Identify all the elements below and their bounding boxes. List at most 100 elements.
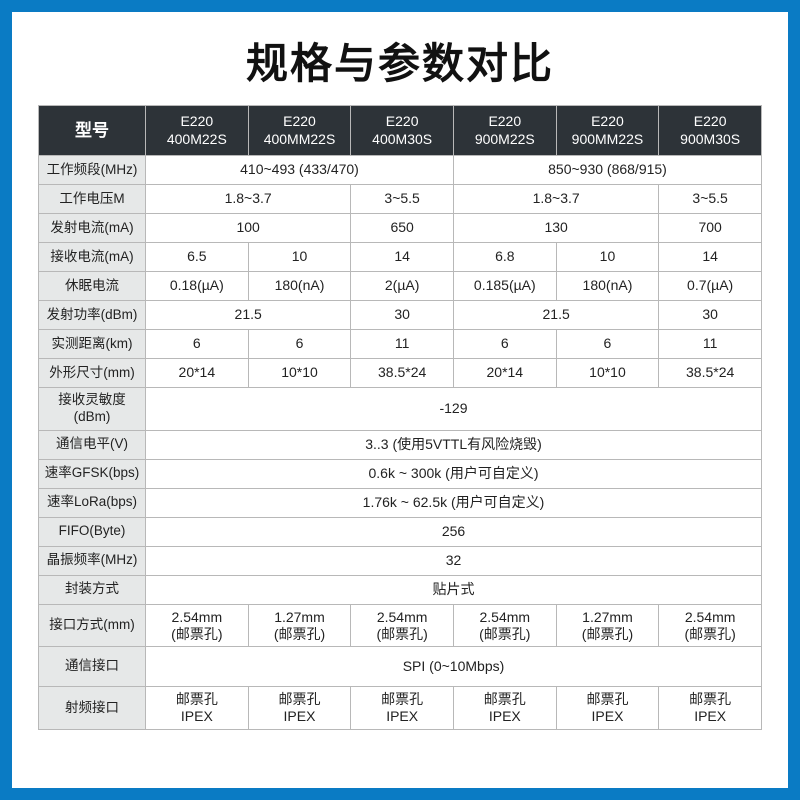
row-tx-power: 发射功率(dBm) 21.5 30 21.5 30 [39, 301, 762, 330]
cell: 6 [556, 330, 659, 359]
cell: 20*14 [453, 359, 556, 388]
row-label: 通信电平(V) [39, 430, 146, 459]
row-rf: 射频接口 邮票孔IPEX 邮票孔IPEX 邮票孔IPEX 邮票孔IPEX 邮票孔… [39, 687, 762, 730]
row-label: 速率LoRa(bps) [39, 488, 146, 517]
cell: 11 [351, 330, 454, 359]
page-title: 规格与参数对比 [38, 30, 762, 91]
cell: 邮票孔IPEX [659, 687, 762, 730]
row-label: 接收灵敏度(dBm) [39, 388, 146, 431]
cell: 180(nA) [556, 272, 659, 301]
cell: 邮票孔IPEX [351, 687, 454, 730]
cell: SPI (0~10Mbps) [146, 647, 762, 687]
cell: 3..3 (使用5VTTL有风险烧毁) [146, 430, 762, 459]
cell: 20*14 [146, 359, 249, 388]
cell: 30 [659, 301, 762, 330]
cell: 1.27mm(邮票孔) [248, 604, 351, 647]
row-gfsk: 速率GFSK(bps) 0.6k ~ 300k (用户可自定义) [39, 459, 762, 488]
cell: 6 [453, 330, 556, 359]
row-label: 发射电流(mA) [39, 214, 146, 243]
cell: 0.185(µA) [453, 272, 556, 301]
row-label: 封装方式 [39, 575, 146, 604]
page-frame: 规格与参数对比 型号 E220400M22S E220400MM22S E220… [12, 12, 788, 788]
row-label: 实测距离(km) [39, 330, 146, 359]
cell: 6 [146, 330, 249, 359]
spec-table: 型号 E220400M22S E220400MM22S E220400M30S … [38, 105, 762, 730]
cell: 11 [659, 330, 762, 359]
cell: 850~930 (868/915) [453, 156, 761, 185]
model-col-2: E220400M30S [351, 106, 454, 156]
cell: 256 [146, 517, 762, 546]
row-comm: 通信接口 SPI (0~10Mbps) [39, 647, 762, 687]
cell: 2(µA) [351, 272, 454, 301]
cell: 1.27mm(邮票孔) [556, 604, 659, 647]
row-label: 发射功率(dBm) [39, 301, 146, 330]
row-label: 射频接口 [39, 687, 146, 730]
row-fifo: FIFO(Byte) 256 [39, 517, 762, 546]
model-col-0: E220400M22S [146, 106, 249, 156]
row-xtal: 晶振频率(MHz) 32 [39, 546, 762, 575]
cell: 130 [453, 214, 658, 243]
cell: 180(nA) [248, 272, 351, 301]
cell: 0.18(µA) [146, 272, 249, 301]
row-logic: 通信电平(V) 3..3 (使用5VTTL有风险烧毁) [39, 430, 762, 459]
row-freq: 工作频段(MHz) 410~493 (433/470) 850~930 (868… [39, 156, 762, 185]
row-label: 休眠电流 [39, 272, 146, 301]
row-label: 工作频段(MHz) [39, 156, 146, 185]
row-label: 工作电压M [39, 185, 146, 214]
row-package: 封装方式 贴片式 [39, 575, 762, 604]
cell: 10*10 [556, 359, 659, 388]
cell: 10 [248, 243, 351, 272]
row-lora: 速率LoRa(bps) 1.76k ~ 62.5k (用户可自定义) [39, 488, 762, 517]
cell: 邮票孔IPEX [248, 687, 351, 730]
row-label: 接口方式(mm) [39, 604, 146, 647]
cell: 32 [146, 546, 762, 575]
cell: 贴片式 [146, 575, 762, 604]
cell: 2.54mm(邮票孔) [453, 604, 556, 647]
cell: 3~5.5 [351, 185, 454, 214]
cell: 21.5 [146, 301, 351, 330]
cell: 3~5.5 [659, 185, 762, 214]
cell: 6.5 [146, 243, 249, 272]
cell: 38.5*24 [659, 359, 762, 388]
row-connector: 接口方式(mm) 2.54mm(邮票孔) 1.27mm(邮票孔) 2.54mm(… [39, 604, 762, 647]
row-label: FIFO(Byte) [39, 517, 146, 546]
row-sleep: 休眠电流 0.18(µA) 180(nA) 2(µA) 0.185(µA) 18… [39, 272, 762, 301]
cell: 21.5 [453, 301, 658, 330]
cell: 650 [351, 214, 454, 243]
model-col-5: E220900M30S [659, 106, 762, 156]
cell: 700 [659, 214, 762, 243]
model-col-3: E220900M22S [453, 106, 556, 156]
row-rx-current: 接收电流(mA) 6.5 10 14 6.8 10 14 [39, 243, 762, 272]
cell: 1.8~3.7 [146, 185, 351, 214]
row-size: 外形尺寸(mm) 20*14 10*10 38.5*24 20*14 10*10… [39, 359, 762, 388]
row-label: 晶振频率(MHz) [39, 546, 146, 575]
cell: 0.6k ~ 300k (用户可自定义) [146, 459, 762, 488]
cell: 邮票孔IPEX [453, 687, 556, 730]
row-rx-sens: 接收灵敏度(dBm) -129 [39, 388, 762, 431]
cell: 0.7(µA) [659, 272, 762, 301]
cell: 14 [659, 243, 762, 272]
row-tx-current: 发射电流(mA) 100 650 130 700 [39, 214, 762, 243]
cell: 2.54mm(邮票孔) [146, 604, 249, 647]
row-label: 速率GFSK(bps) [39, 459, 146, 488]
cell: 邮票孔IPEX [556, 687, 659, 730]
model-col-1: E220400MM22S [248, 106, 351, 156]
cell: 38.5*24 [351, 359, 454, 388]
cell: 1.76k ~ 62.5k (用户可自定义) [146, 488, 762, 517]
row-volt: 工作电压M 1.8~3.7 3~5.5 1.8~3.7 3~5.5 [39, 185, 762, 214]
row-label: 外形尺寸(mm) [39, 359, 146, 388]
cell: 2.54mm(邮票孔) [659, 604, 762, 647]
cell: 2.54mm(邮票孔) [351, 604, 454, 647]
cell: 30 [351, 301, 454, 330]
cell: 6.8 [453, 243, 556, 272]
cell: 1.8~3.7 [453, 185, 658, 214]
cell: -129 [146, 388, 762, 431]
cell: 10*10 [248, 359, 351, 388]
row-label: 接收电流(mA) [39, 243, 146, 272]
cell: 邮票孔IPEX [146, 687, 249, 730]
model-col-4: E220900MM22S [556, 106, 659, 156]
cell: 10 [556, 243, 659, 272]
header-label: 型号 [39, 106, 146, 156]
cell: 410~493 (433/470) [146, 156, 454, 185]
cell: 14 [351, 243, 454, 272]
